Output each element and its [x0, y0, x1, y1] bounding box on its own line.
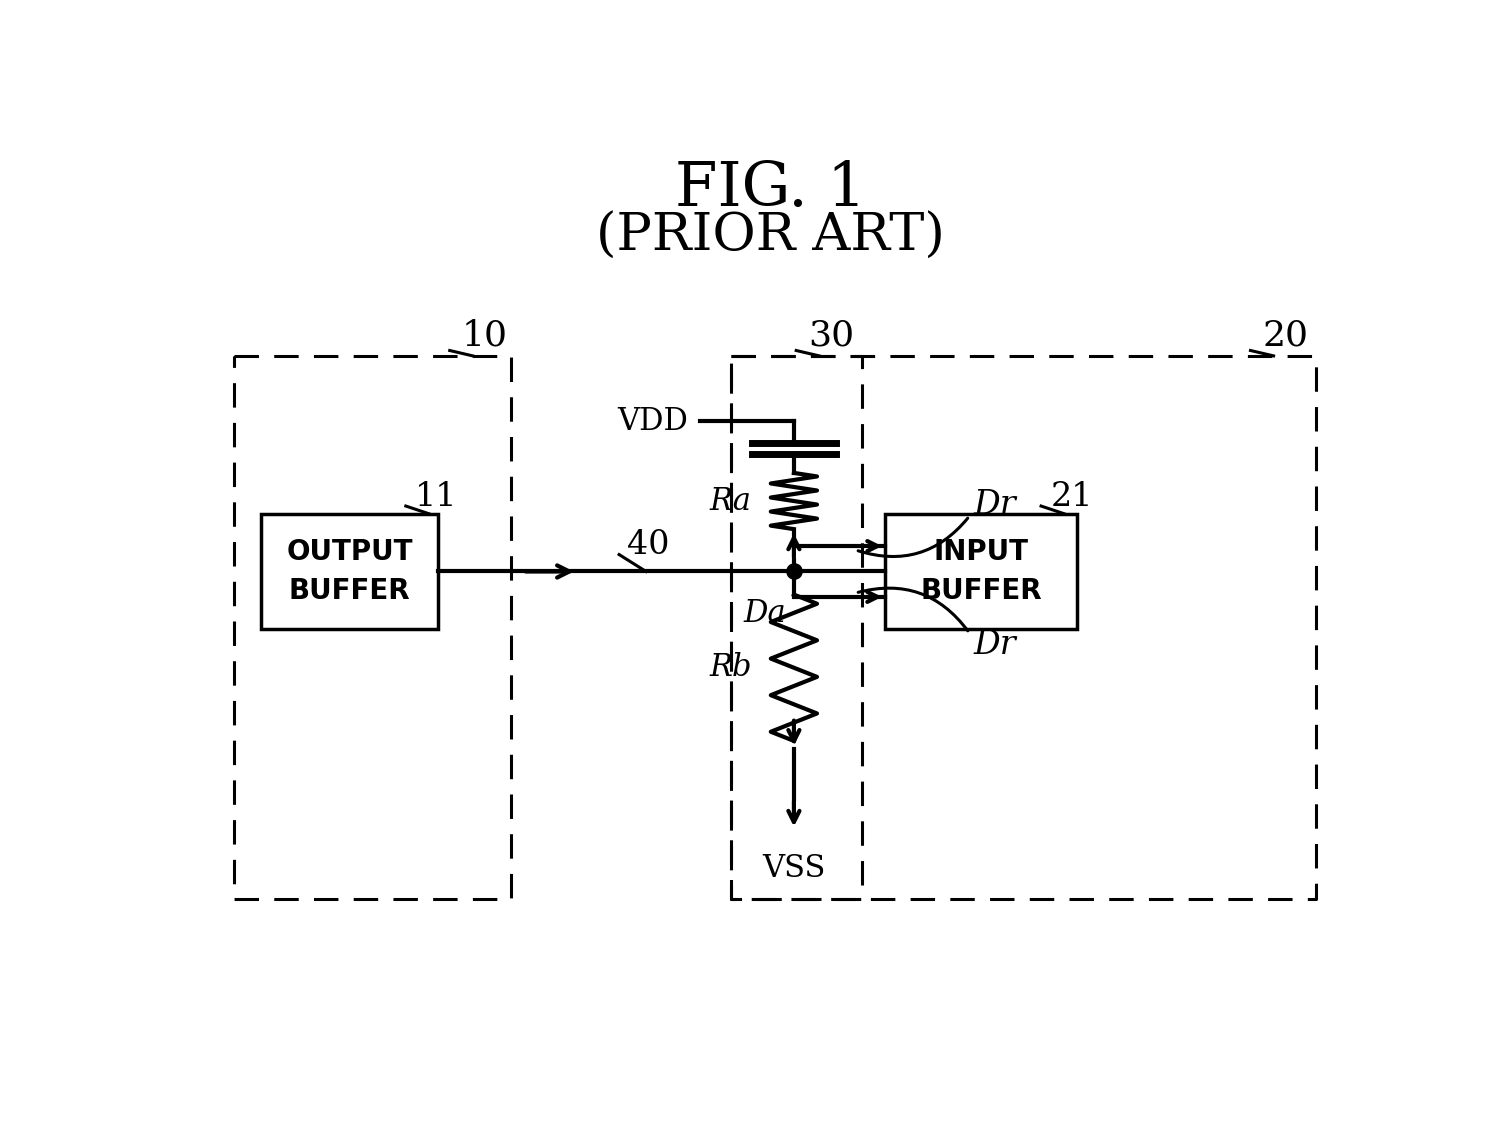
Text: Dr: Dr — [973, 489, 1017, 521]
Text: Da: Da — [743, 598, 787, 630]
Text: (PRIOR ART): (PRIOR ART) — [597, 211, 945, 262]
Text: Ra: Ra — [710, 485, 752, 516]
Text: 21: 21 — [1050, 481, 1093, 513]
Text: INPUT
BUFFER: INPUT BUFFER — [920, 538, 1042, 605]
Bar — [262, 514, 438, 629]
Text: VSS: VSS — [763, 853, 826, 883]
Text: 10: 10 — [462, 318, 507, 352]
Bar — [884, 514, 1077, 629]
Text: Dr: Dr — [973, 629, 1017, 661]
Text: Rb: Rb — [708, 653, 752, 683]
Text: 20: 20 — [1262, 318, 1308, 352]
Text: 40: 40 — [627, 529, 669, 561]
Text: OUTPUT
BUFFER: OUTPUT BUFFER — [286, 538, 414, 605]
Text: VDD: VDD — [618, 406, 689, 437]
Text: 11: 11 — [415, 481, 457, 513]
Text: FIG. 1: FIG. 1 — [675, 159, 866, 218]
Text: 30: 30 — [808, 318, 854, 352]
